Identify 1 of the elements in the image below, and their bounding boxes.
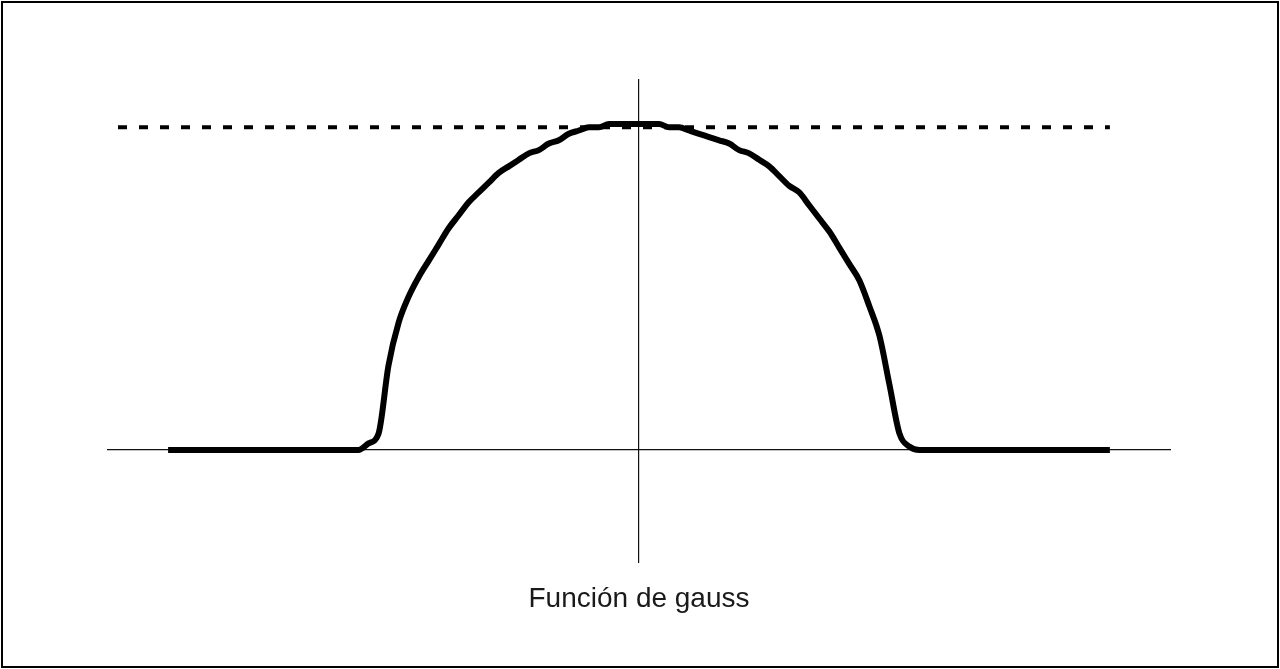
text: Función de gauss <box>528 581 750 613</box>
